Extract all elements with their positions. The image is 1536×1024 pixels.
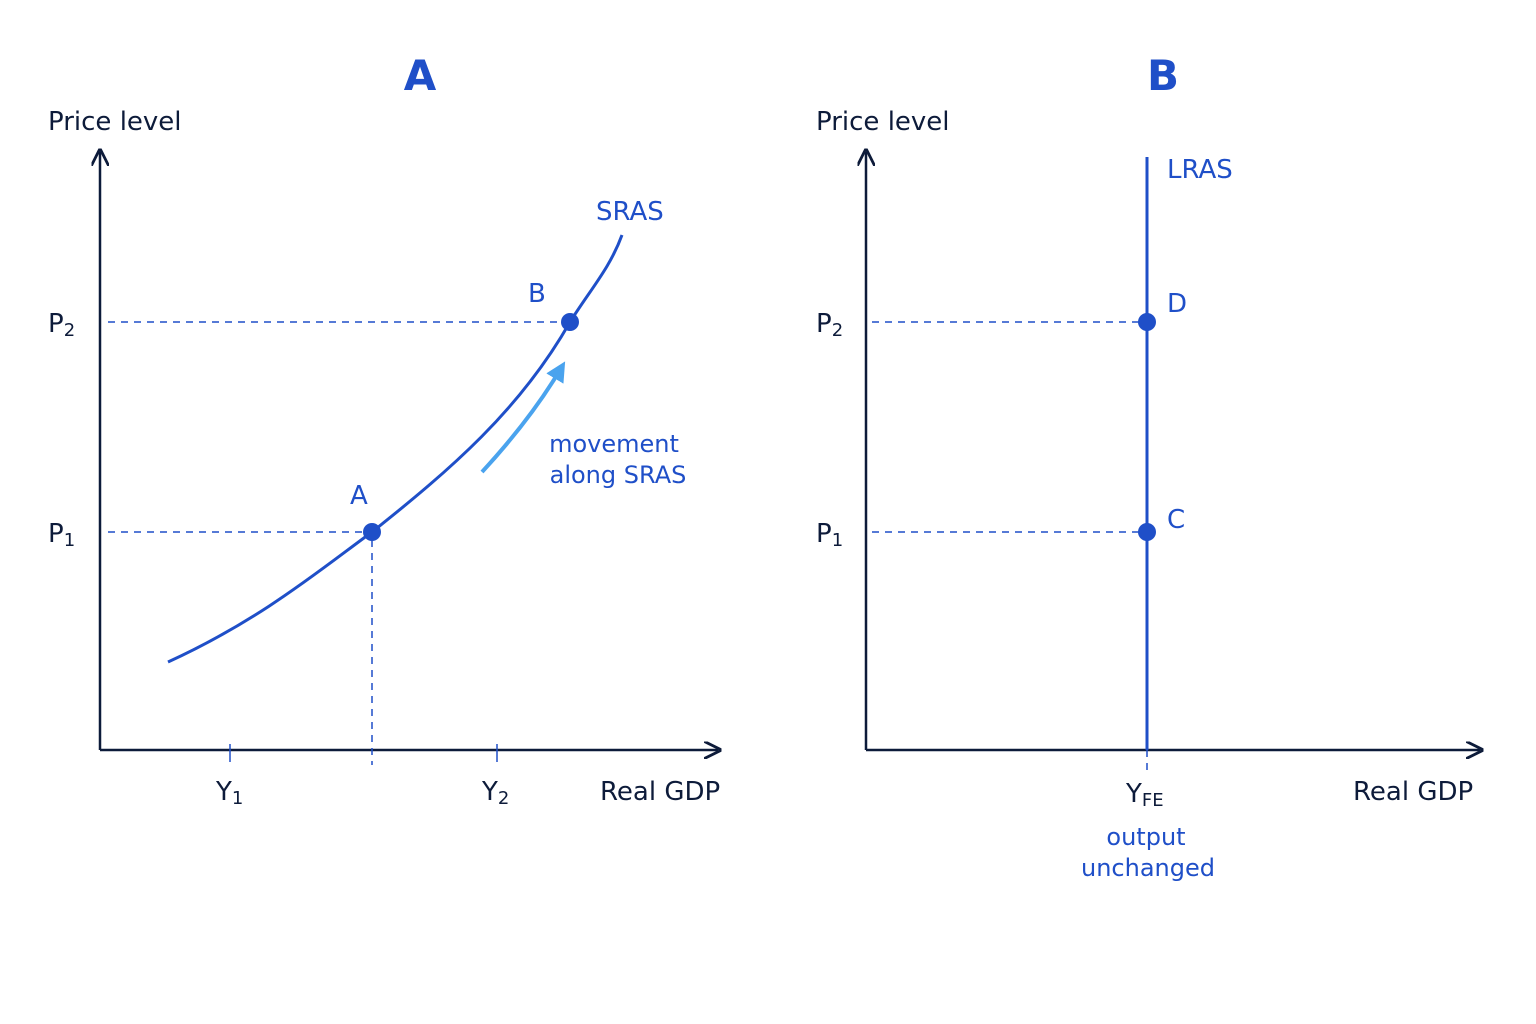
panel-title: B xyxy=(1147,51,1179,100)
x-axis-label: Real GDP xyxy=(600,777,720,807)
text-part: 2 xyxy=(64,320,75,341)
panel-a: A Price level Real GDP P2 P1 Y1 Y2 SRAS … xyxy=(48,51,720,809)
text-part: P xyxy=(48,519,64,549)
point-label: C xyxy=(1167,505,1185,535)
text-part: 1 xyxy=(64,530,75,551)
sras-curve xyxy=(167,234,624,664)
x-tick-label: Y2 xyxy=(481,777,509,809)
annotation: movement xyxy=(549,430,679,458)
point-label: B xyxy=(528,279,546,309)
y-tick-label: P1 xyxy=(48,519,75,551)
point-label: D xyxy=(1167,289,1187,319)
text-part: Y xyxy=(215,777,232,807)
panel-b: B Price level Real GDP P2 P1 YFE LRAS D … xyxy=(816,51,1480,882)
point xyxy=(1138,313,1156,331)
movement-arrow xyxy=(480,361,566,474)
annotation: along SRAS xyxy=(550,461,687,489)
text-part: 2 xyxy=(498,788,509,809)
text-part: 1 xyxy=(832,530,843,551)
panel-title: A xyxy=(404,51,437,100)
annotation: output xyxy=(1106,823,1185,851)
text-part: 1 xyxy=(232,788,243,809)
y-tick-label: P2 xyxy=(816,309,843,341)
curve-label: LRAS xyxy=(1167,155,1233,185)
text-part: Y xyxy=(1125,779,1142,809)
point xyxy=(363,523,381,541)
curve-label: SRAS xyxy=(596,197,664,227)
text-part: P xyxy=(816,309,832,339)
text-part: FE xyxy=(1142,790,1164,811)
point xyxy=(561,313,579,331)
text-part: P xyxy=(48,309,64,339)
point-label: A xyxy=(350,481,368,511)
x-tick-label: Y1 xyxy=(215,777,243,809)
text-part: Y xyxy=(481,777,498,807)
y-axis-label: Price level xyxy=(48,107,182,137)
point xyxy=(1138,523,1156,541)
y-axis-label: Price level xyxy=(816,107,950,137)
text-part: P xyxy=(816,519,832,549)
y-tick-label: P2 xyxy=(48,309,75,341)
y-tick-label: P1 xyxy=(816,519,843,551)
annotation: unchanged xyxy=(1081,854,1215,882)
text-part: 2 xyxy=(832,320,843,341)
x-axis-label: Real GDP xyxy=(1353,777,1473,807)
x-tick-label: YFE xyxy=(1125,779,1164,811)
